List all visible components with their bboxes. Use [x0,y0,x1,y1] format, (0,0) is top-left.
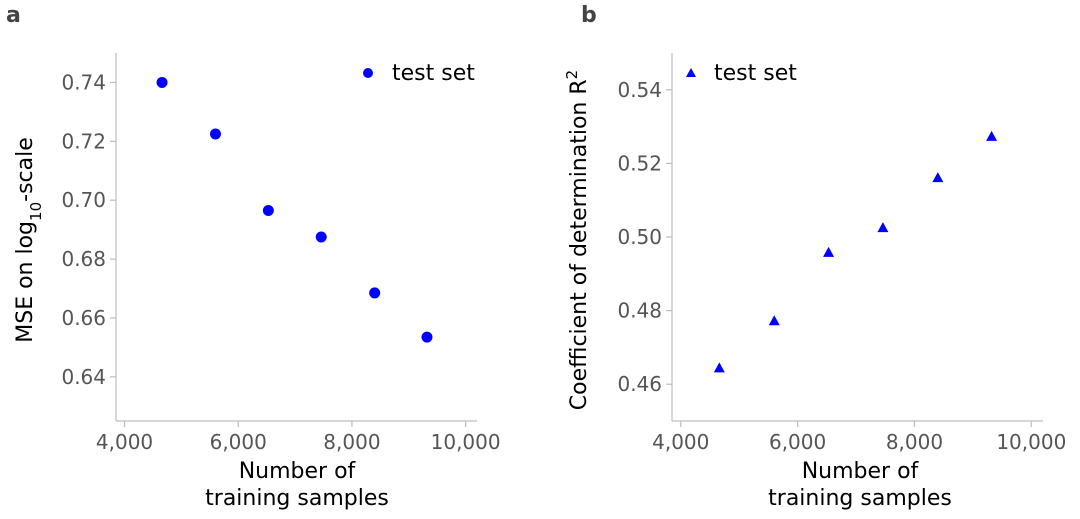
panel-a-y-label: MSE on log10-scale [13,137,45,343]
panel-b: b 0.46 0.48 0.50 0.52 0.54 4,000 6,000 8,000 10… [563,3,1066,511]
panel-b-y-tick-label: 0.48 [617,299,662,323]
panel-b-data-point [877,222,889,233]
panel-a-data-point [315,231,327,243]
panel-b-legend-marker [686,68,696,77]
panel-a-y-ticks: 0.64 0.66 0.68 0.70 0.72 0.74 [61,70,116,389]
panel-b-legend-label: test set [714,61,797,86]
panel-a-x-label-line1: Number of [239,459,357,484]
panel-b-data-point [932,172,944,183]
panel-a-x-ticks: 4,000 6,000 8,000 10,000 [96,421,501,454]
panel-b-legend: test set [686,61,797,86]
panel-a-data-point [156,76,168,88]
panel-b-axes [671,53,1043,422]
panel-b-y-tick-label: 0.46 [617,372,662,396]
panel-a-y-tick-label: 0.70 [61,188,106,212]
panel-a-legend-marker [363,68,373,78]
panel-b-x-tick-label: 8,000 [886,430,943,454]
panel-b-y-tick-label: 0.54 [617,78,662,102]
panel-a-y-tick-label: 0.74 [61,70,106,94]
panel-a-x-tick-label: 8,000 [323,430,380,454]
panel-a-x-tick-label: 10,000 [431,430,501,454]
panel-a-legend: test set [363,61,475,86]
panel-b-points [713,130,998,373]
panel-b-x-tick-label: 6,000 [769,430,826,454]
panel-b-data-point [986,130,998,141]
panel-a-legend-label: test set [392,61,475,86]
panel-a-x-label-line2: training samples [205,486,389,511]
panel-b-x-label-line1: Number of [802,459,920,484]
panel-a-y-tick-label: 0.64 [61,365,106,389]
panel-b-x-label-line2: training samples [768,486,952,511]
panel-a-letter: a [6,3,21,28]
panel-b-data-point [768,315,780,326]
panel-a-data-point [209,128,221,140]
panel-b-data-point [713,362,725,373]
panel-b-x-tick-label: 10,000 [996,430,1066,454]
panel-b-data-point [823,246,835,257]
panel-a-data-point [262,205,274,217]
panel-b-y-tick-label: 0.52 [617,151,662,175]
panel-b-y-label: Coefficient of determination R2 [563,70,592,410]
panel-a-y-tick-label: 0.72 [61,129,106,153]
panel-a-y-tick-label: 0.68 [61,247,106,271]
panel-a-data-point [421,331,433,343]
panel-a-x-tick-label: 4,000 [96,430,153,454]
panel-b-y-ticks: 0.46 0.48 0.50 0.52 0.54 [617,78,672,396]
panel-b-y-tick-label: 0.50 [617,225,662,249]
panel-b-x-tick-label: 4,000 [652,430,709,454]
panel-a-y-tick-label: 0.66 [61,306,106,330]
panel-a: a 0.64 0.66 0.68 0.70 0.72 0.74 4,000 6,000 8,0… [6,3,501,511]
panel-a-points [156,76,433,343]
panel-a-x-tick-label: 6,000 [210,430,267,454]
panel-a-axes [115,53,477,422]
panel-b-letter: b [581,3,597,28]
panel-a-data-point [369,287,381,299]
panel-b-x-ticks: 4,000 6,000 8,000 10,000 [652,421,1066,454]
